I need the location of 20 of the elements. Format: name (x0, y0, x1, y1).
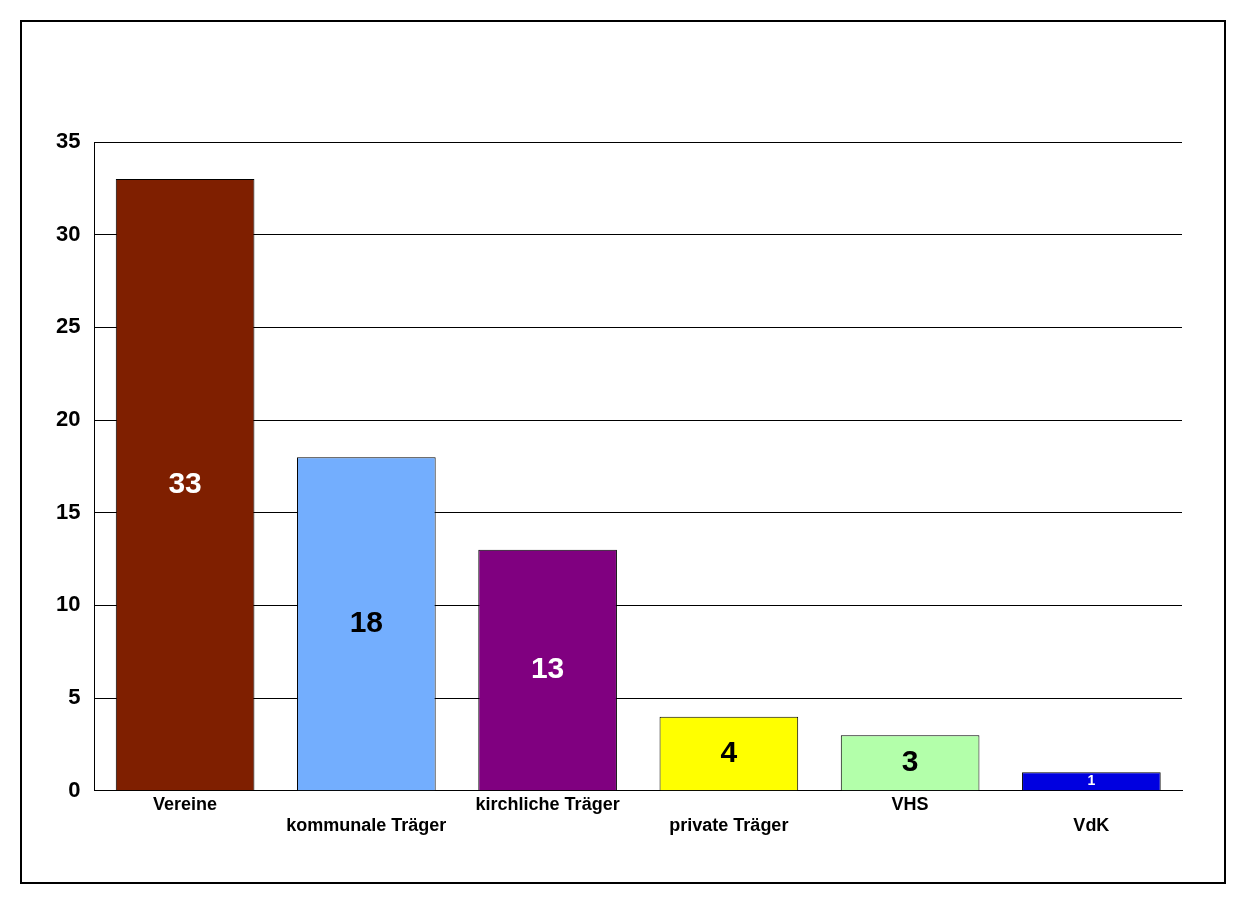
data-label: 3 (901, 744, 919, 778)
data-label: 4 (720, 734, 738, 768)
y-tick-label: 5 (68, 684, 81, 710)
y-tick-label: 30 (55, 220, 81, 246)
y-tick-label: 15 (55, 498, 81, 524)
data-label: 33 (168, 465, 202, 499)
x-tick-label: VdK (1073, 815, 1110, 836)
y-tick-label: 35 (55, 128, 81, 154)
y-tick-label: 0 (68, 776, 81, 802)
data-label: 13 (530, 651, 565, 685)
data-label: 18 (349, 604, 384, 638)
x-tick-label: Vereine (153, 793, 218, 814)
y-tick-label: 20 (55, 406, 81, 432)
x-tick-label: kirchliche Träger (475, 793, 620, 814)
x-tick-label: VHS (891, 793, 929, 814)
x-tick-label: private Träger (669, 815, 789, 836)
y-tick-label: 10 (55, 591, 81, 617)
x-tick-label: kommunale Träger (286, 815, 447, 836)
y-tick-label: 25 (55, 313, 81, 339)
data-label: 1 (1087, 772, 1096, 789)
